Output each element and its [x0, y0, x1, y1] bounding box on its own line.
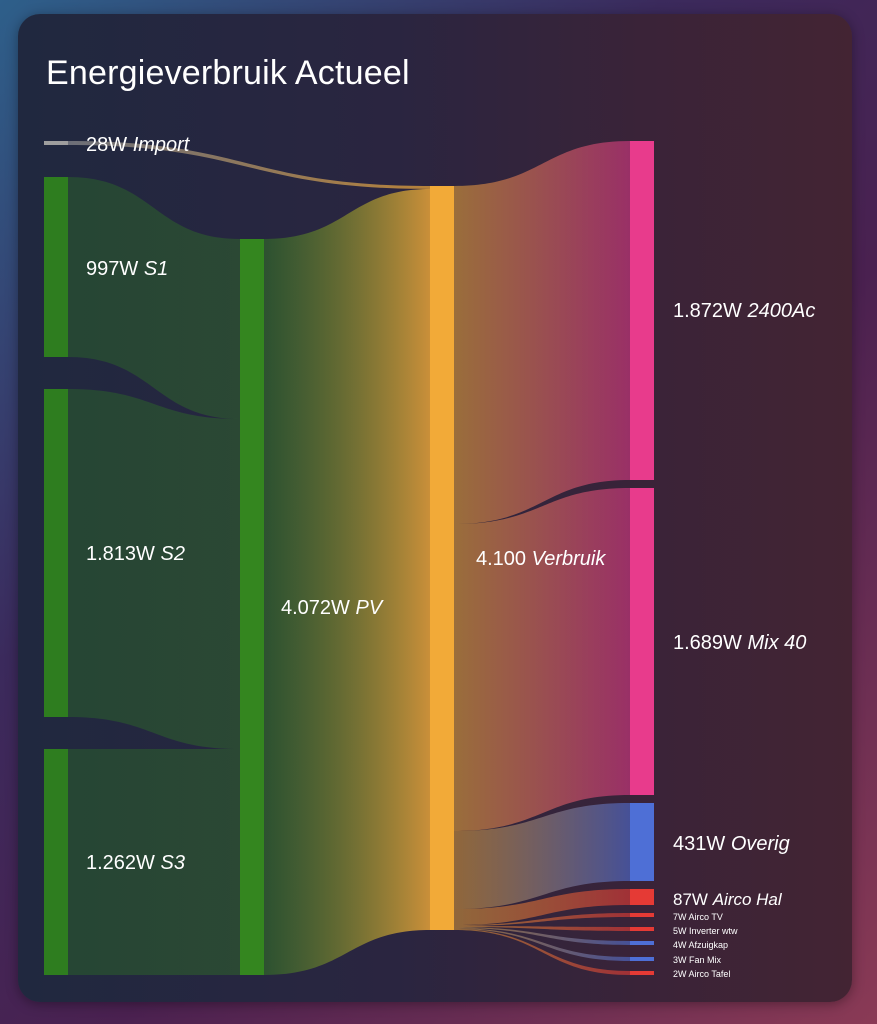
label-pv: 4.072W PV	[281, 597, 384, 619]
link-verbruik-2400	[454, 141, 630, 524]
label-s1: 997W S1	[86, 258, 168, 280]
node-airco-tv	[630, 913, 654, 917]
link-verbruik-fan-mix	[454, 928, 630, 961]
card-title: Energieverbruik Actueel	[46, 54, 410, 92]
label-import: 28W Import	[86, 134, 191, 156]
link-verbruik-airco-hal	[454, 889, 630, 925]
link-s3-pv	[68, 749, 240, 975]
node-s2	[44, 389, 68, 717]
link-pv-verbruik	[264, 189, 430, 975]
label-airco-tafel: 2W Airco Tafel	[673, 969, 730, 979]
link-verbruik-inverter-wtw	[454, 926, 630, 931]
link-s2-pv	[68, 389, 240, 749]
label-overig: 431W Overig	[673, 833, 790, 855]
label-s2: 1.813W S2	[86, 543, 185, 565]
label-afzuigkap: 4W Afzuigkap	[673, 940, 728, 950]
label-2400: 1.872W 2400Ac	[673, 300, 815, 322]
node-airco-tafel	[630, 971, 654, 975]
node-airco-hal	[630, 889, 654, 905]
energy-sankey-card: Energieverbruik Actueel	[18, 14, 852, 1002]
node-afzuigkap	[630, 941, 654, 945]
label-airco-hal: 87W Airco Hal	[673, 890, 783, 909]
link-verbruik-overig	[454, 803, 630, 909]
node-fan-mix	[630, 957, 654, 961]
link-verbruik-airco-tv	[454, 913, 630, 926]
label-fan-mix: 3W Fan Mix	[673, 955, 722, 965]
node-verbruik	[430, 186, 454, 930]
node-overig	[630, 803, 654, 881]
link-verbruik-airco-tafel	[454, 929, 630, 975]
node-s3	[44, 749, 68, 975]
link-verbruik-afzuigkap	[454, 927, 630, 945]
label-inverter-wtw: 5W Inverter wtw	[673, 926, 738, 936]
link-import-verbruik	[68, 141, 430, 189]
node-mix40	[630, 488, 654, 795]
link-s1-pv	[68, 177, 240, 419]
node-import	[44, 141, 68, 145]
node-pv	[240, 239, 264, 975]
sankey-diagram: 28W Import 997W S1 1.813W S2 1.262W S3 4…	[44, 134, 815, 979]
label-mix40: 1.689W Mix 40	[673, 632, 806, 654]
node-2400	[630, 141, 654, 480]
node-s1	[44, 177, 68, 357]
node-inverter-wtw	[630, 927, 654, 931]
link-verbruik-mix40	[454, 488, 630, 831]
label-verbruik: 4.100 Verbruik	[476, 548, 606, 570]
label-s3: 1.262W S3	[86, 852, 185, 874]
label-airco-tv: 7W Airco TV	[673, 912, 723, 922]
